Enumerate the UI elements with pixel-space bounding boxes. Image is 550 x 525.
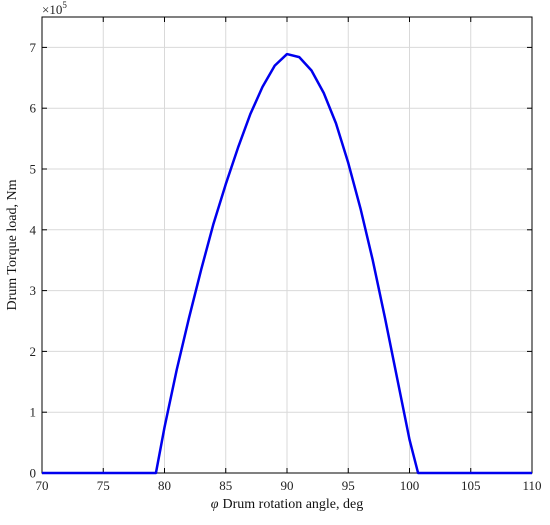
torque-series-line xyxy=(42,52,532,475)
x-tick-label: 110 xyxy=(522,478,541,493)
x-tick-label: 105 xyxy=(461,478,481,493)
y-tick-label: 6 xyxy=(30,101,37,116)
x-tick-label: 70 xyxy=(36,478,49,493)
x-tick-label: 100 xyxy=(400,478,420,493)
y-tick-labels: 0 1 2 3 4 5 6 7 xyxy=(30,40,37,481)
y-axis-multiplier: ×105 xyxy=(42,0,67,17)
x-tick-label: 80 xyxy=(158,478,171,493)
y-tick-label: 5 xyxy=(30,162,37,177)
x-tick-label: 95 xyxy=(342,478,355,493)
y-gridlines xyxy=(42,46,532,413)
y-tick-label: 0 xyxy=(30,466,37,481)
y-tick-label: 2 xyxy=(30,344,37,359)
y-tick-label: 3 xyxy=(30,283,37,298)
x-tick-label: 85 xyxy=(219,478,232,493)
x-tick-labels: 70 75 80 85 90 95 100 105 110 xyxy=(36,478,542,493)
x-tick-label: 75 xyxy=(97,478,110,493)
y-tick-label: 1 xyxy=(30,405,37,420)
y-axis-label: Drum Torque load, Nm xyxy=(5,179,20,310)
x-tick-label: 90 xyxy=(281,478,294,493)
x-gridlines xyxy=(102,17,472,473)
y-tick-label: 4 xyxy=(30,222,37,237)
x-axis-label: φ Drum rotation angle, deg xyxy=(211,497,364,512)
y-tick-label: 7 xyxy=(30,40,37,55)
